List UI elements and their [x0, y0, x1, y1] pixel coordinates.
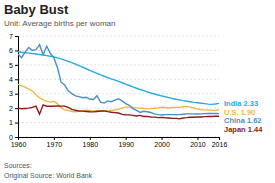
x-tick: 1980: [82, 137, 98, 148]
series-line: [18, 45, 219, 115]
x-tick-mark: [162, 137, 163, 140]
y-tick-label: 3: [9, 90, 13, 97]
y-tick-label: 0: [9, 134, 13, 141]
x-tick-label: 1980: [82, 141, 98, 148]
x-tick-mark: [54, 137, 55, 140]
subtitle: Unit: Average births per woman: [4, 19, 115, 28]
y-axis: 0 1 2 3 4 5 6 7: [9, 33, 18, 141]
y-tick-mark: [15, 50, 18, 51]
x-tick-label: 1970: [47, 141, 63, 148]
y-tick-mark: [15, 123, 18, 124]
x-tick-mark: [90, 137, 91, 140]
y-tick-label: 6: [9, 47, 13, 54]
x-tick: 1970: [47, 137, 63, 148]
chart-container: Baby Bust Unit: Average births per woman 0…: [0, 0, 275, 183]
y-tick: 1: [9, 119, 18, 126]
x-tick-mark: [18, 137, 19, 140]
y-tick: 3: [9, 90, 18, 97]
plot-area: 0 1 2 3 4 5 6 7 1960 1970 1980 1990 2000 2010 2016 Indi…: [9, 33, 263, 148]
x-tick-label: 2010: [190, 141, 206, 148]
chart-svg: Baby Bust Unit: Average births per woman 0…: [0, 0, 275, 183]
legend: India 2.33U.S. 1.90China 1.62Japan 1.44: [224, 99, 263, 134]
y-axis-line: [15, 37, 19, 138]
y-tick: 2: [9, 105, 18, 112]
legend-label: Japan 1.44: [224, 125, 263, 134]
series-line: [18, 52, 219, 105]
x-tick: 2010: [190, 137, 206, 148]
x-tick-label: 2000: [154, 141, 170, 148]
annotation: Sources:: [4, 162, 32, 169]
x-tick-mark: [197, 137, 198, 140]
y-tick: 7: [9, 33, 18, 40]
series-line: [18, 105, 219, 119]
x-tick-mark: [219, 137, 220, 140]
y-tick-mark: [15, 94, 18, 95]
x-tick-label: 1990: [118, 141, 134, 148]
y-tick-label: 2: [9, 105, 13, 112]
x-tick-label: 2016: [212, 141, 228, 148]
y-tick-mark: [15, 137, 18, 138]
lines: [18, 45, 219, 119]
x-tick: 1960: [11, 137, 27, 148]
annotation: Original Source: World Bank: [4, 172, 93, 180]
x-tick-label: 1960: [11, 141, 27, 148]
x-tick: 2016: [212, 137, 228, 148]
x-tick: 2000: [154, 137, 170, 148]
grid: [18, 36, 219, 137]
grid-line: [18, 122, 219, 123]
y-tick: 5: [9, 62, 18, 69]
grid-line: [18, 79, 219, 80]
title: Baby Bust: [4, 2, 69, 17]
grid-line: [18, 64, 219, 65]
y-tick: 0: [9, 134, 18, 141]
y-tick-label: 4: [9, 76, 13, 83]
y-tick: 6: [9, 47, 18, 54]
y-tick-mark: [15, 65, 18, 66]
y-tick-label: 5: [9, 62, 13, 69]
x-tick: 1990: [118, 137, 134, 148]
y-tick-mark: [15, 79, 18, 80]
y-tick-mark: [15, 36, 18, 37]
x-axis: 1960 1970 1980 1990 2000 2010 2016: [11, 137, 228, 148]
y-tick: 4: [9, 76, 18, 83]
y-tick-mark: [15, 108, 18, 109]
grid-line: [18, 36, 219, 37]
y-tick-label: 7: [9, 33, 13, 40]
x-axis-line: [19, 138, 220, 141]
grid-line: [18, 93, 219, 94]
x-tick-mark: [126, 137, 127, 140]
y-tick-label: 1: [9, 119, 13, 126]
